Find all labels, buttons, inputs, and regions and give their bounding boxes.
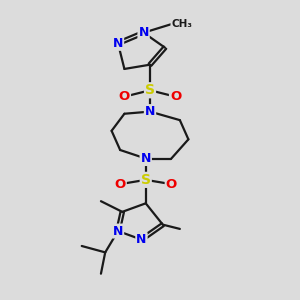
Text: CH₃: CH₃	[171, 19, 192, 29]
Text: O: O	[166, 178, 177, 190]
Text: N: N	[145, 105, 155, 118]
Text: N: N	[138, 26, 149, 39]
Text: N: N	[136, 233, 147, 246]
Text: N: N	[113, 37, 123, 50]
Text: O: O	[115, 178, 126, 190]
Text: N: N	[113, 225, 123, 238]
Text: N: N	[140, 152, 151, 165]
Text: S: S	[141, 173, 151, 187]
Text: O: O	[170, 90, 181, 103]
Text: S: S	[145, 83, 155, 97]
Text: O: O	[119, 90, 130, 103]
